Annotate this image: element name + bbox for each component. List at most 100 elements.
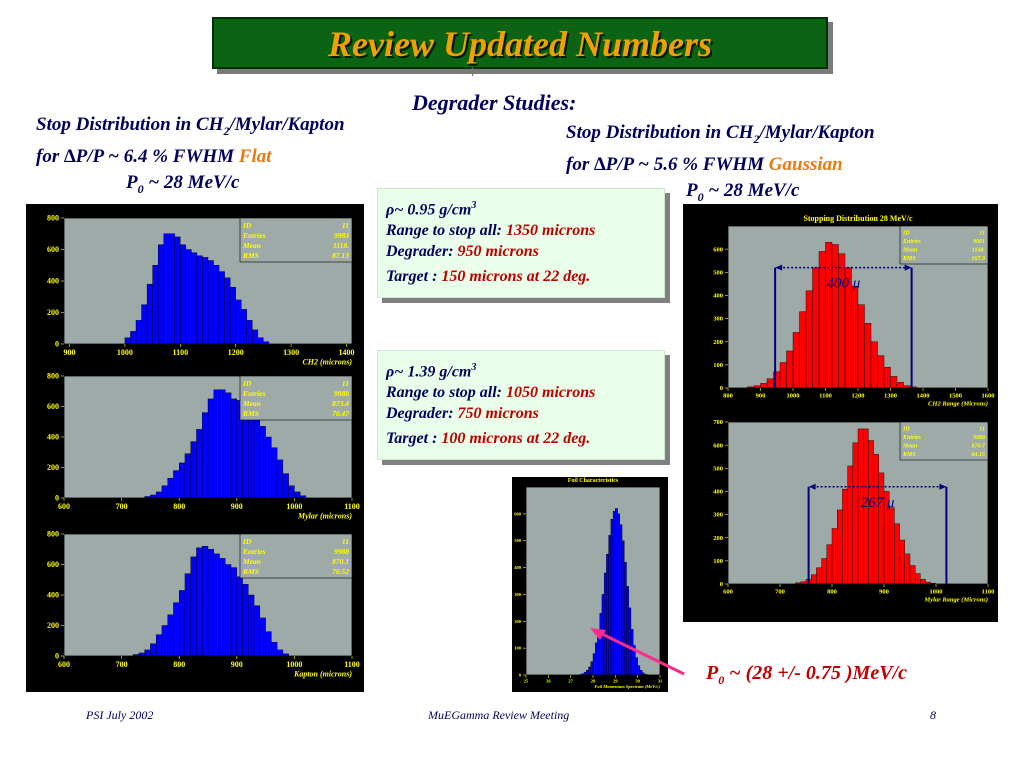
histogram-bar (207, 398, 214, 499)
x-tick-label: 29 (613, 679, 618, 684)
histogram-bar (873, 454, 880, 585)
histogram-bar (161, 625, 168, 657)
x-tick-label: 1200 (852, 393, 865, 400)
histogram-bar (282, 473, 289, 499)
stat-value: 9988 (334, 389, 349, 398)
histogram-bar (190, 441, 197, 499)
histogram-bar (141, 304, 148, 345)
stat-box (239, 217, 353, 263)
stat-value: 9988 (973, 435, 985, 441)
x-tick-label: 1600 (982, 393, 995, 400)
histogram-bar (191, 252, 198, 345)
y-tick-label: 700 (713, 419, 723, 426)
histogram-bar (236, 576, 243, 657)
histogram-bar (150, 494, 157, 499)
histogram-bar (184, 453, 191, 499)
y-tick-label: 600 (514, 511, 522, 516)
left-caption: Stop Distribution in CH2/Mylar/Kapton fo… (36, 114, 345, 196)
histogram-bar (864, 322, 872, 389)
x-tick-label: 700 (775, 589, 785, 596)
y-tick-label: 600 (713, 442, 723, 449)
x-tick-label: 25 (524, 679, 529, 684)
histogram-bar (248, 409, 255, 499)
histogram-bar (138, 652, 145, 657)
chart-title: Stopping Distribution 28 MeV/c (803, 214, 913, 223)
histogram-bar (909, 565, 916, 585)
x-tick-label: 1000 (286, 660, 302, 669)
stat-value: 11 (979, 231, 985, 237)
x-tick-label: 700 (116, 502, 128, 511)
histogram-bar (852, 442, 859, 585)
y-tick-label: 100 (514, 646, 522, 651)
rho-symbol: ρ (386, 201, 395, 219)
x-tick-label: 600 (723, 589, 733, 596)
y-tick-label: 300 (713, 316, 723, 323)
histogram-bar (847, 465, 854, 585)
stat-key: Entries (242, 547, 266, 556)
fwhm-arrowhead-right (939, 483, 947, 490)
x-tick-label: 900 (231, 502, 243, 511)
foil-histogram: 25 26 27 28 29 30 31 0 100 200 300 400 500 600 Foil Mo… (514, 478, 663, 689)
x-axis-label: Foil Momentum Spectrum (MeV/c) (594, 684, 660, 689)
left-histograms: 900 1000 1100 1200 1300 14000200400600800CH2 … (47, 214, 360, 679)
histogram-bar (157, 244, 164, 345)
histogram-bar (252, 329, 259, 345)
y-tick-label: 600 (47, 560, 59, 569)
stat-box (239, 375, 353, 421)
histogram-bar (248, 594, 255, 657)
histogram-bar (230, 398, 237, 499)
x-tick-label: 1100 (344, 660, 360, 669)
x-axis-label: CH2 Range (Microns) (928, 400, 988, 407)
histogram-bar (894, 523, 900, 585)
histogram-bar (146, 283, 153, 345)
y-tick-label: 300 (713, 512, 723, 519)
x-tick-label: 1100 (819, 393, 832, 400)
histogram-bar (899, 539, 906, 585)
histogram-bar (167, 614, 174, 657)
stat-key: Entries (242, 231, 266, 240)
stat-value: 87.13 (332, 251, 349, 260)
stat-key: RMS (242, 567, 259, 576)
x-tick-label: 900 (756, 393, 766, 400)
y-tick-label: 200 (47, 463, 59, 472)
histogram-bar (219, 389, 226, 499)
histogram-bar (225, 392, 232, 499)
histogram-bar (792, 332, 800, 389)
histogram-bar (825, 242, 833, 389)
y-tick-label: 800 (47, 372, 59, 381)
histogram-bar (173, 602, 180, 657)
histogram-bar (265, 631, 272, 657)
mylar-range-histogram: 600 700 800 900 1000 1100 0 100 200 300 400 500 600 7… (713, 419, 994, 603)
stat-value: 11 (979, 427, 985, 433)
distribution-shape: Gaussian (768, 153, 843, 175)
histogram-bar (877, 355, 885, 389)
plot-frame (727, 421, 989, 585)
histogram-bar (920, 579, 926, 585)
histogram-bar (124, 337, 131, 345)
histogram-bar (169, 233, 175, 345)
histogram-bar (276, 649, 284, 657)
y-tick-label: 800 (47, 530, 59, 539)
histogram-bar (799, 311, 807, 389)
histogram-bar (161, 485, 168, 499)
x-tick-label: 1100 (982, 589, 995, 596)
y-tick-label: 500 (514, 538, 522, 543)
x-tick-label: 1000 (117, 348, 133, 357)
stat-value: 1118. (333, 241, 349, 250)
histogram-bar (259, 617, 266, 657)
histogram-bar (878, 472, 885, 585)
stat-value: 9983 (334, 231, 349, 240)
histogram-bar (868, 440, 874, 585)
foil-histogram-panel: 25 26 27 28 29 30 31 0 100 200 300 400 500 600 Foil Mo… (512, 477, 668, 692)
histogram-bar (253, 418, 261, 499)
histogram-bar (836, 509, 843, 585)
stat-key: ID (242, 379, 252, 388)
histogram-bar (207, 260, 214, 345)
histogram-bar (246, 320, 253, 345)
histogram-bar (213, 265, 220, 345)
x-tick-label: 31 (658, 679, 663, 684)
stat-value: 873.4 (332, 399, 349, 408)
x-tick-label: 800 (723, 393, 733, 400)
histogram-bar (838, 253, 846, 389)
histogram-bar (271, 642, 278, 657)
